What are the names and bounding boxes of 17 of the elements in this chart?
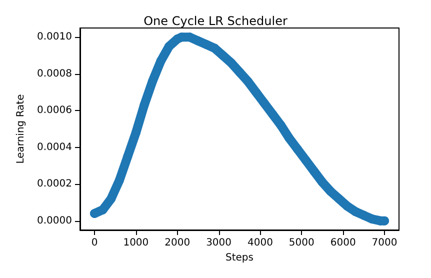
- x-tick-label: 5000: [288, 238, 314, 248]
- x-tick-label: 3000: [206, 238, 232, 248]
- y-tick-label: 0.0010: [37, 32, 72, 43]
- x-tick-label: 1000: [123, 238, 149, 248]
- x-tick-label: 0: [91, 238, 98, 248]
- y-tick-label: 0.0008: [37, 68, 72, 80]
- x-tick-label: 6000: [330, 238, 356, 248]
- y-tick-label: 0.0000: [37, 215, 72, 226]
- chart-title: One Cycle LR Scheduler: [144, 14, 288, 28]
- x-tick-label: 2000: [164, 238, 190, 248]
- x-axis-title: Steps: [226, 252, 254, 264]
- y-axis-title: Learning Rate: [16, 94, 27, 164]
- x-tick-label: 7000: [372, 238, 398, 248]
- y-tick-label: 0.0004: [37, 142, 72, 153]
- x-tick-label: 4000: [247, 238, 273, 248]
- y-tick-label: 0.0002: [37, 178, 72, 190]
- y-tick-label: 0.0006: [37, 105, 72, 116]
